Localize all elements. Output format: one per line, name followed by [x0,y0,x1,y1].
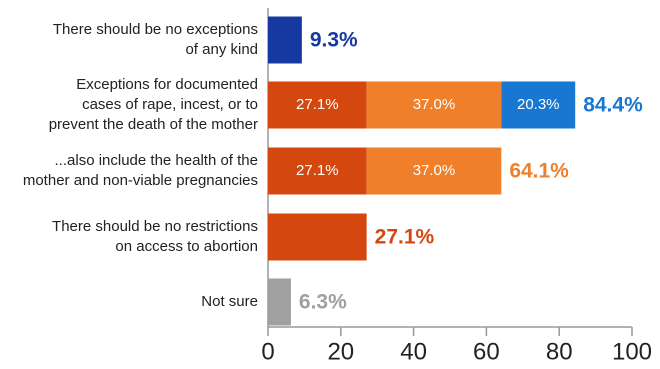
category-label: ...also include the health of the [55,152,258,169]
bar-segment [268,213,367,261]
total-label: 84.4% [583,94,643,117]
x-tick-label: 0 [261,338,274,365]
x-tick-label: 20 [327,338,354,365]
category-label: prevent the death of the mother [49,116,258,133]
category-label: of any kind [185,41,258,58]
x-tick-label: 40 [400,338,427,365]
bar-segment [268,147,367,195]
total-label: 6.3% [299,291,347,314]
value-label: 27.1% [296,96,339,113]
x-tick-label: 100 [612,338,652,365]
category-label: Exceptions for documented [76,76,258,93]
category-label: Not sure [201,293,258,310]
x-tick-label: 80 [546,338,573,365]
category-label: There should be no restrictions [52,218,258,235]
category-label: on access to abortion [115,238,258,255]
bar-segment [501,81,576,129]
bar-segment [366,81,502,129]
category-label: There should be no exceptions [53,21,258,38]
total-label: 27.1% [375,226,435,249]
bar-segment [268,16,302,64]
value-label: 37.0% [413,96,456,113]
bar-segment [268,81,367,129]
value-label: 27.1% [296,162,339,179]
bar-segment [268,278,291,326]
bar-segment [366,147,502,195]
value-label: 20.3% [517,96,560,113]
value-label: 37.0% [413,162,456,179]
total-label: 64.1% [509,160,569,183]
x-tick-label: 60 [473,338,500,365]
category-label: cases of rape, incest, or to [82,96,258,113]
category-label: mother and non-viable pregnancies [23,172,258,189]
total-label: 9.3% [310,29,358,52]
